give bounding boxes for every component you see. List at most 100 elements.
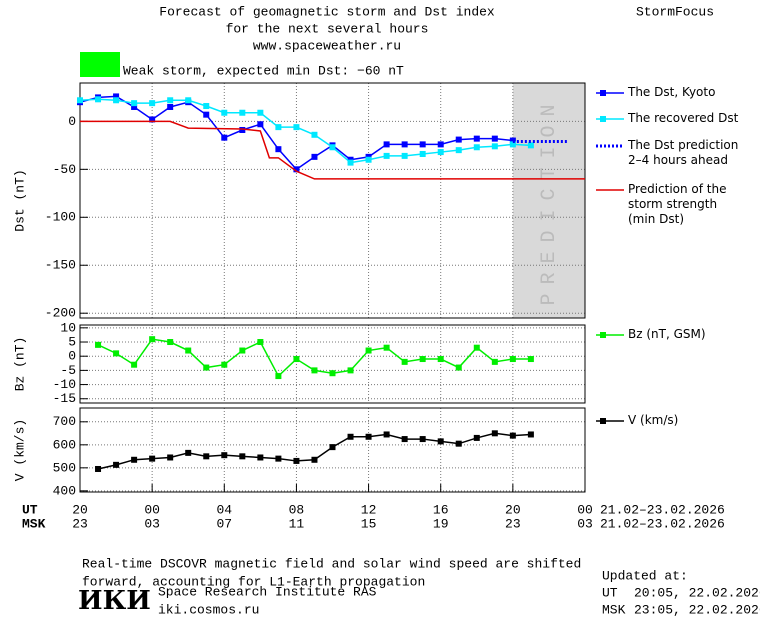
point (221, 109, 228, 116)
point (95, 96, 102, 103)
y-tick-label: -10 (53, 377, 76, 392)
logo: ИКИ (78, 586, 151, 616)
site: iki.cosmos.ru (158, 602, 259, 617)
point (239, 453, 246, 460)
point (185, 347, 192, 354)
y-tick-label: 0 (68, 114, 76, 129)
updated-tz: MSK (602, 602, 626, 617)
legend-marker (600, 90, 606, 96)
y-tick-label: -5 (60, 363, 76, 378)
point (329, 444, 336, 451)
point (383, 344, 390, 351)
title: for the next several hours (226, 21, 429, 36)
frame (79, 82, 586, 319)
point (509, 141, 516, 148)
storm-swatch (80, 52, 120, 77)
x-tick-label: 12 (361, 502, 377, 517)
updated-time: 23:05, 22.02.2026 (634, 602, 760, 617)
brand: StormFocus (636, 4, 714, 19)
frame (79, 407, 586, 493)
point (365, 156, 372, 163)
point (491, 430, 498, 437)
point (257, 109, 264, 116)
point (527, 431, 534, 438)
point (203, 103, 210, 110)
point (527, 356, 534, 363)
point (347, 159, 354, 166)
point (473, 434, 480, 441)
x-tick-label: 20 (505, 502, 521, 517)
point (149, 116, 156, 123)
point (293, 457, 300, 464)
legend-label: Prediction of the storm strength (min Ds… (628, 182, 727, 226)
updated-label: Updated at: (602, 568, 688, 583)
point (149, 336, 156, 343)
x-row-label: MSK (22, 516, 46, 531)
point (311, 153, 318, 160)
point (347, 367, 354, 374)
point (185, 97, 192, 104)
point (329, 370, 336, 377)
point (311, 456, 318, 463)
point (167, 339, 174, 346)
title: Forecast of geomagnetic storm and Dst in… (159, 4, 495, 19)
y-tick-label: 500 (53, 460, 76, 475)
point (131, 100, 138, 107)
point (437, 141, 444, 148)
y-tick-label: 5 (68, 334, 76, 349)
x-tick-label-msk: 03 (144, 516, 160, 531)
point (257, 121, 264, 128)
y-tick-label: 0 (68, 349, 76, 364)
legend-marker (600, 116, 606, 122)
legend-label: V (km/s) (628, 413, 679, 427)
point (401, 358, 408, 365)
point (77, 97, 83, 104)
point (221, 452, 228, 459)
institute: Space Research Institute RAS (158, 584, 377, 599)
point (473, 135, 480, 142)
y-tick-label: 10 (60, 320, 76, 335)
point (113, 97, 120, 104)
y-tick-label: -15 (53, 391, 76, 406)
point (275, 373, 282, 380)
point (221, 361, 228, 368)
x-tick-label-msk: 15 (361, 516, 377, 531)
point (365, 347, 372, 354)
date-range: 21.02–23.02.2026 (600, 502, 725, 517)
point (383, 152, 390, 159)
point (401, 152, 408, 159)
point (113, 350, 120, 357)
point (491, 358, 498, 365)
series-line (80, 120, 585, 180)
x-tick-label: 00 (577, 502, 593, 517)
point (419, 436, 426, 443)
point (509, 356, 516, 363)
point (275, 146, 282, 153)
point (257, 454, 264, 461)
point (491, 143, 498, 150)
point (383, 431, 390, 438)
point (293, 166, 300, 173)
point (311, 131, 318, 138)
point (131, 361, 138, 368)
point (221, 134, 228, 141)
prediction-label: PREDICTION (538, 95, 561, 305)
x-tick-label-msk: 07 (216, 516, 232, 531)
point (311, 367, 318, 374)
series-line (79, 98, 531, 164)
point (437, 438, 444, 445)
point (131, 103, 138, 110)
point (293, 356, 300, 363)
point (329, 144, 336, 151)
y-axis-title: V (km/s) (12, 419, 27, 481)
point (239, 127, 246, 133)
point (203, 453, 210, 460)
note: forward, accounting for L1-Earth propaga… (82, 574, 425, 589)
point (455, 440, 462, 447)
point (131, 456, 138, 463)
updated-time: 20:05, 22.02.2026 (634, 585, 760, 600)
point (455, 136, 462, 143)
point (113, 93, 120, 100)
